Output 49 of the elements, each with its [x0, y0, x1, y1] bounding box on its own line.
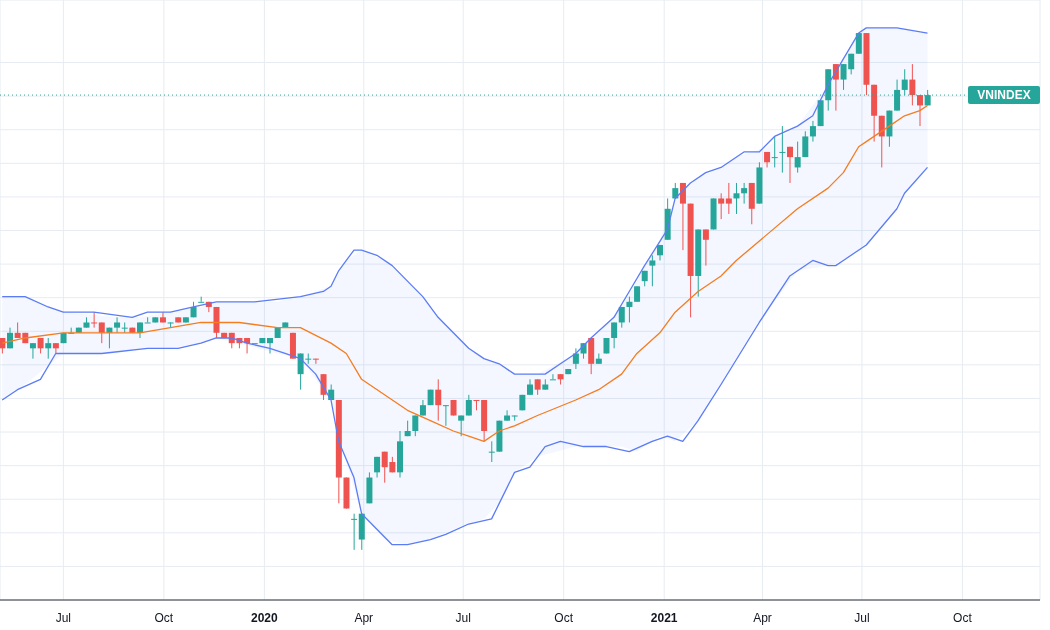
- candlestick: [679, 182, 686, 251]
- candlestick: [809, 120, 816, 143]
- candlestick: [351, 513, 358, 551]
- x-tick-label: Apr: [753, 611, 772, 625]
- candlestick: [465, 394, 472, 416]
- x-tick-label: 2021: [650, 611, 678, 625]
- candlestick: [626, 296, 633, 323]
- candlestick: [794, 141, 801, 174]
- candlestick: [45, 337, 52, 360]
- candlestick: [572, 347, 579, 370]
- candlestick: [435, 378, 442, 422]
- candlestick: [741, 182, 748, 205]
- candlestick: [779, 125, 786, 174]
- candlestick: [52, 342, 59, 354]
- candlestick: [549, 373, 556, 381]
- candlestick: [878, 115, 885, 168]
- candlestick: [98, 321, 105, 344]
- candlestick: [312, 358, 319, 365]
- candlestick: [488, 440, 495, 463]
- candlestick: [909, 63, 916, 106]
- x-tick-label: Apr: [354, 611, 374, 625]
- candlestick: [611, 321, 618, 349]
- candlestick: [267, 337, 274, 354]
- candlestick: [725, 182, 732, 215]
- x-tick-label: Jul: [455, 611, 471, 625]
- candlestick: [802, 130, 809, 158]
- candlestick: [114, 316, 121, 334]
- candlestick: [29, 342, 36, 360]
- candlestick: [473, 399, 480, 411]
- candlestick: [442, 404, 449, 427]
- candlestick: [144, 316, 151, 324]
- candlestick: [787, 146, 794, 184]
- candlestick: [702, 228, 709, 267]
- candlestick: [733, 182, 740, 215]
- candlestick: [917, 94, 924, 127]
- x-tick-label: Jul: [55, 611, 72, 625]
- candlestick: [198, 296, 205, 303]
- x-tick-label: Oct: [953, 611, 973, 625]
- candlestick: [649, 254, 656, 287]
- x-tick-label: Oct: [554, 611, 574, 625]
- candlestick: [504, 409, 511, 422]
- candlestick: [718, 192, 725, 220]
- x-tick-label: Jul: [854, 611, 870, 625]
- x-tick-label: Oct: [154, 611, 174, 625]
- ref-line-label: VNINDEX: [977, 88, 1031, 103]
- x-tick-label: 2020: [251, 611, 279, 625]
- candlestick: [121, 321, 128, 334]
- candlestick: [771, 135, 778, 168]
- candlestick: [91, 311, 98, 329]
